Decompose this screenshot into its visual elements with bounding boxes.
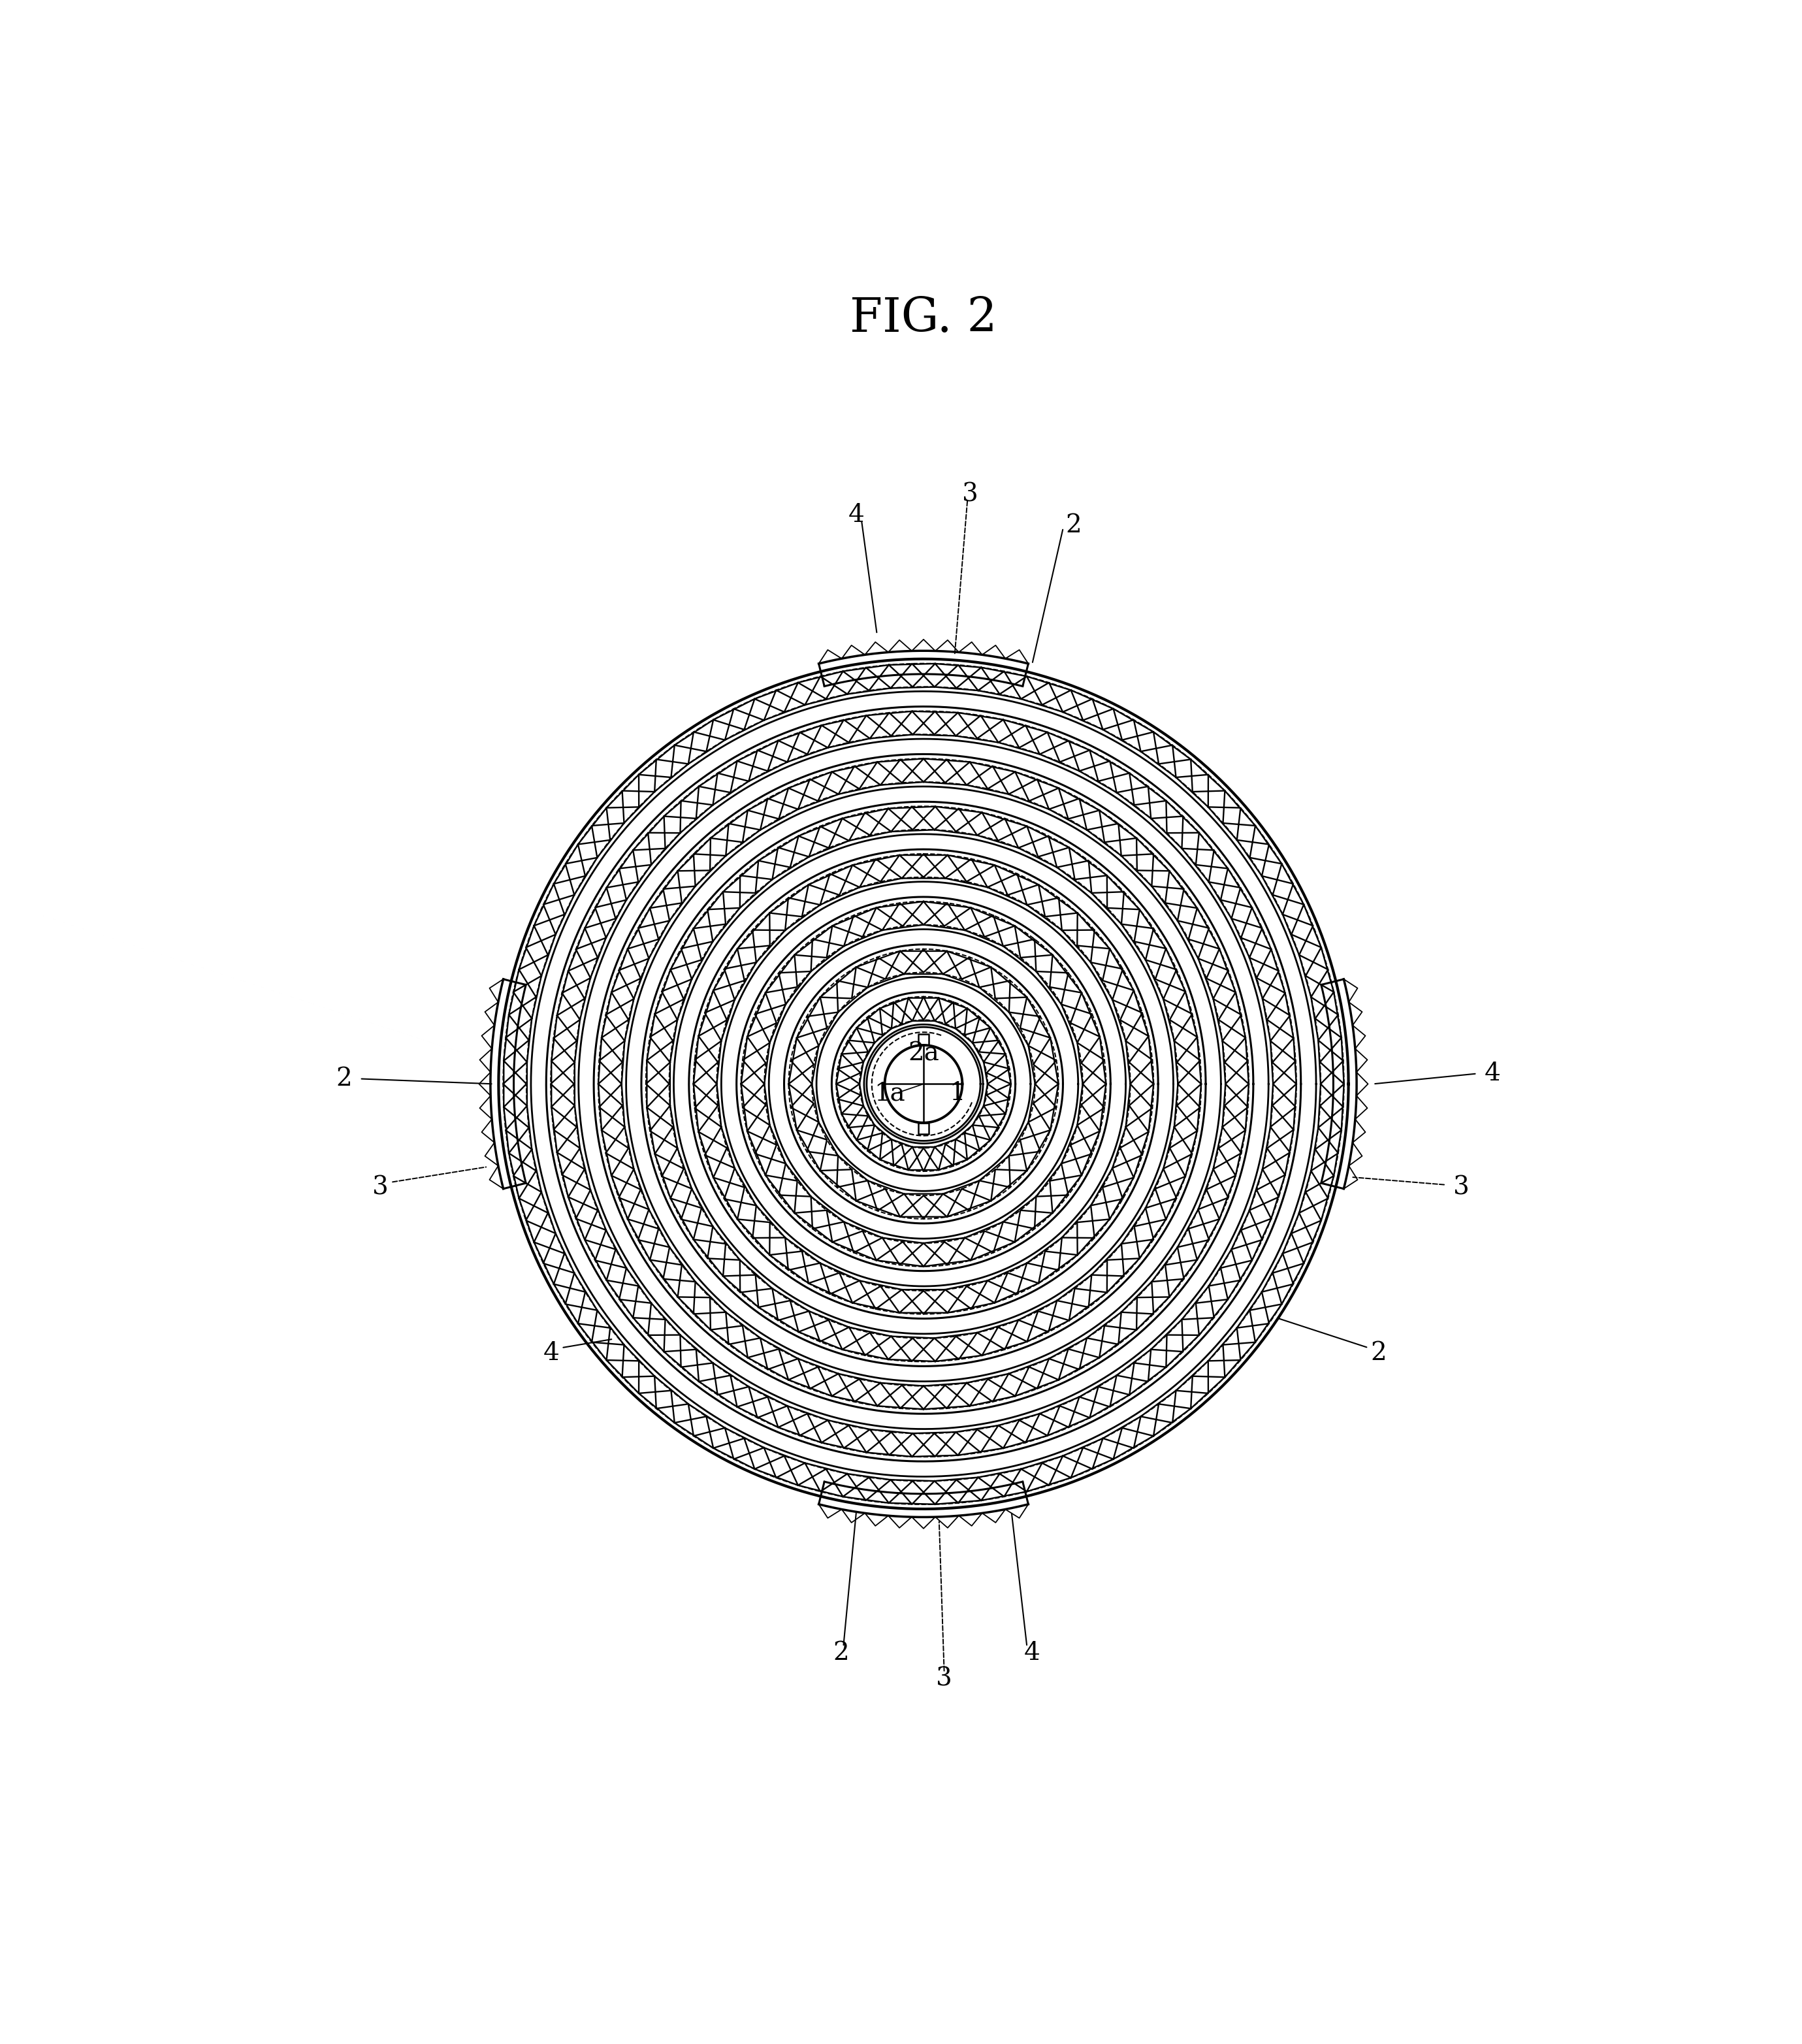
Text: FIG. 2: FIG. 2	[851, 294, 997, 341]
Text: 4: 4	[849, 503, 865, 527]
Text: 3: 3	[373, 1175, 389, 1200]
Text: 2: 2	[1371, 1341, 1388, 1365]
Text: 2: 2	[833, 1641, 849, 1666]
Text: 2: 2	[337, 1067, 353, 1091]
Text: 4: 4	[1485, 1061, 1501, 1085]
Text: 4: 4	[542, 1341, 559, 1365]
Text: 4: 4	[1024, 1641, 1040, 1666]
Text: 3: 3	[1454, 1175, 1470, 1200]
Text: 3: 3	[962, 482, 978, 507]
Text: 3: 3	[935, 1666, 951, 1690]
Text: 2: 2	[1065, 513, 1081, 538]
Text: 1a: 1a	[874, 1081, 905, 1106]
Text: 2a: 2a	[908, 1042, 939, 1067]
Text: 1: 1	[950, 1081, 966, 1106]
